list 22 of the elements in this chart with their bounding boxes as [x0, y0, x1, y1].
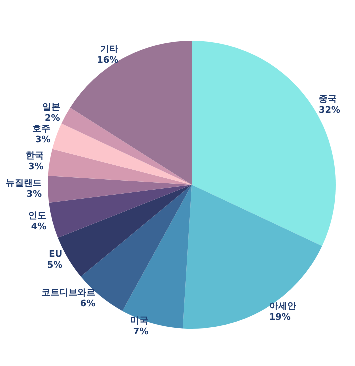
data-label: 4%	[31, 222, 47, 232]
slice-label: EU	[49, 250, 63, 260]
data-label: 3%	[35, 135, 51, 146]
data-label: 16%	[97, 56, 119, 66]
data-label: 3%	[26, 190, 42, 200]
slice-label: 호주	[32, 124, 51, 134]
data-label: 2%	[45, 114, 60, 124]
data-label: 32%	[318, 106, 341, 116]
data-label: 6%	[80, 300, 96, 310]
data-label: 19%	[269, 312, 291, 323]
data-label: 3%	[28, 162, 44, 172]
slice-label: 기타	[100, 44, 119, 55]
slice-label: 코트디브와르	[42, 288, 96, 299]
data-label: 5%	[47, 260, 63, 271]
slice-label: 한국	[26, 151, 44, 162]
slice-label: 아세안	[269, 302, 296, 312]
slice-label: 뉴질랜드	[6, 179, 42, 190]
slice-label: 미국	[130, 316, 149, 327]
slice-label: 중국	[318, 95, 337, 106]
slice-label: 일본	[42, 103, 60, 114]
slice-label: 인도	[28, 211, 47, 222]
data-label: 7%	[133, 328, 149, 338]
